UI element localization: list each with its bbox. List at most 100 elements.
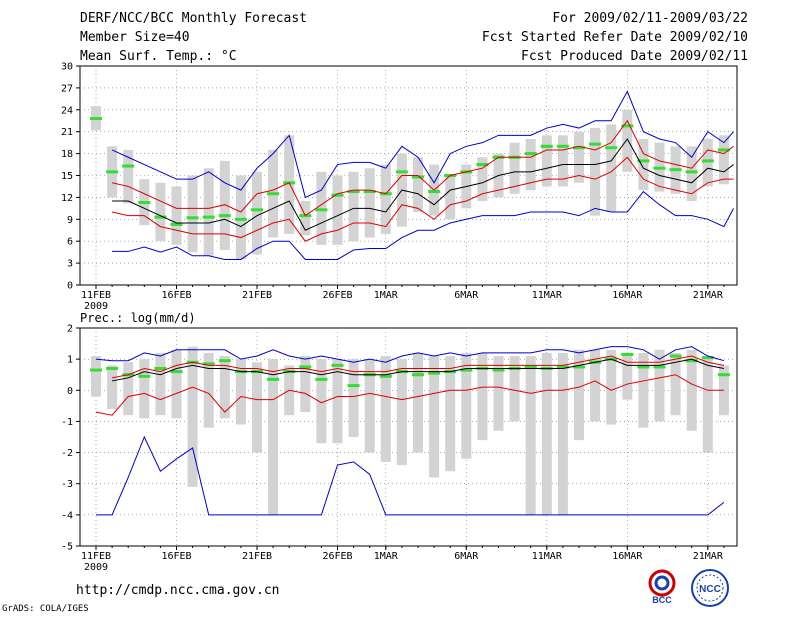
spread-upper-line <box>111 119 734 217</box>
min-line <box>96 435 725 516</box>
y-tick-label: -2 <box>61 448 73 459</box>
x-tick-label: 11MAR <box>532 551 563 562</box>
member-mean-mark <box>315 208 328 212</box>
member-mean-mark <box>138 201 151 205</box>
member-mean-mark <box>379 374 392 378</box>
ensemble-box <box>525 356 536 515</box>
ensemble-box <box>413 352 423 453</box>
max-line <box>95 346 725 363</box>
member-mean-mark <box>106 366 119 370</box>
ensemble-box <box>300 356 311 413</box>
ensemble-box <box>219 160 230 250</box>
x-tick-label: 26FEB <box>322 290 352 301</box>
member-mean-mark <box>315 377 328 381</box>
plot-frame <box>79 327 738 547</box>
ensemble-mean-line <box>112 358 724 382</box>
y-tick-label: -5 <box>61 542 73 553</box>
ensemble-box <box>284 135 295 234</box>
y-tick-label: 18 <box>61 149 73 160</box>
member-mean-mark <box>218 359 231 363</box>
x-tick-label: 16MAR <box>612 290 643 301</box>
x-tick-label: 26FEB <box>322 551 352 562</box>
bcc-logo: BCC <box>648 569 676 605</box>
bcc-logo-text: BCC <box>652 595 672 605</box>
ensemble-box <box>171 349 182 419</box>
ensemble-box <box>574 349 584 441</box>
y-tick-label: 1 <box>67 355 73 366</box>
member-mean-mark <box>573 365 585 369</box>
y-tick-label: -4 <box>61 510 73 521</box>
ensemble-box <box>654 349 665 422</box>
member-mean-mark <box>589 142 602 146</box>
member-mean-mark <box>605 146 618 150</box>
max-line <box>111 90 734 199</box>
ensemble-box <box>638 139 649 191</box>
y-tick-label: 6 <box>67 237 73 248</box>
x-tick-label: 11FEB <box>81 290 111 301</box>
forecast-period: For 2009/02/11-2009/03/22 <box>552 11 748 26</box>
member-size: Member Size=40 <box>80 30 190 45</box>
y-tick-label: 0 <box>67 281 73 292</box>
ensemble-box <box>606 124 617 212</box>
y-tick-label: 2 <box>67 324 73 335</box>
ensemble-box <box>622 352 633 400</box>
y-tick-label: 24 <box>61 105 73 116</box>
member-mean-mark <box>347 384 360 388</box>
ensemble-box <box>606 349 617 425</box>
ncc-logo-text: NCC <box>699 584 721 595</box>
ensemble-box <box>622 109 633 172</box>
precipitation-panel: -5 -4 -3 -2 -1 0 1 2 11FEB 16FEB 21FEB 26FEB 1MAR 6MA… <box>61 324 738 573</box>
x-tick-label: 11MAR <box>532 290 563 301</box>
ensemble-box <box>509 356 520 422</box>
member-mean-mark <box>331 363 344 367</box>
ensemble-box <box>203 168 214 256</box>
ensemble-box <box>187 175 198 253</box>
ensemble-box <box>429 356 440 478</box>
min-line <box>112 190 735 260</box>
ensemble-box <box>638 352 649 428</box>
ensemble-box <box>477 352 488 441</box>
ensemble-box <box>686 146 697 202</box>
ensemble-box <box>235 359 246 425</box>
x-tick-label: 21MAR <box>693 290 724 301</box>
x-tick-label: 21FEB <box>242 551 272 562</box>
ensemble-box <box>187 346 198 487</box>
source-url: http://cmdp.ncc.cma.gov.cn <box>76 583 280 598</box>
ensemble-box <box>557 352 568 515</box>
member-mean-mark <box>170 370 183 374</box>
ensemble-box <box>155 182 166 242</box>
x-tick-label: 1MAR <box>374 551 399 562</box>
variable-label: Mean Surf. Temp.: °C <box>80 49 237 64</box>
y-tick-label: 9 <box>67 215 73 226</box>
y-tick-label: -1 <box>61 417 73 428</box>
member-mean-mark <box>412 373 424 377</box>
member-mean-mark <box>701 356 714 360</box>
member-mean-mark <box>637 159 650 163</box>
member-mean-mark <box>395 170 408 174</box>
grads-credit: GrADS: COLA/IGES <box>2 604 89 614</box>
member-mean-mark <box>251 208 263 212</box>
member-mean-mark <box>653 365 666 369</box>
member-mean-mark <box>202 362 215 366</box>
refer-date: Fcst Started Refer Date 2009/02/10 <box>481 30 748 45</box>
ensemble-box <box>348 171 359 242</box>
member-mean-mark <box>556 144 569 148</box>
x-tick-label: 16FEB <box>161 551 191 562</box>
member-mean-mark <box>669 168 682 172</box>
member-mean-mark <box>669 354 682 358</box>
ensemble-box <box>445 175 456 220</box>
member-mean-mark <box>234 217 247 221</box>
ensemble-box <box>300 201 311 236</box>
member-mean-mark <box>90 368 102 372</box>
y-tick-label: -3 <box>61 479 73 490</box>
member-mean-mark <box>170 222 183 226</box>
ensemble-box <box>91 356 101 397</box>
ensemble-box <box>348 359 359 437</box>
ensemble-box <box>477 157 488 202</box>
ensemble-box <box>525 139 536 191</box>
member-mean-mark <box>154 215 167 219</box>
ensemble-box <box>364 359 375 453</box>
chart-title: DERF/NCC/BCC Monthly Forecast <box>80 11 307 26</box>
ensemble-box <box>686 349 697 431</box>
